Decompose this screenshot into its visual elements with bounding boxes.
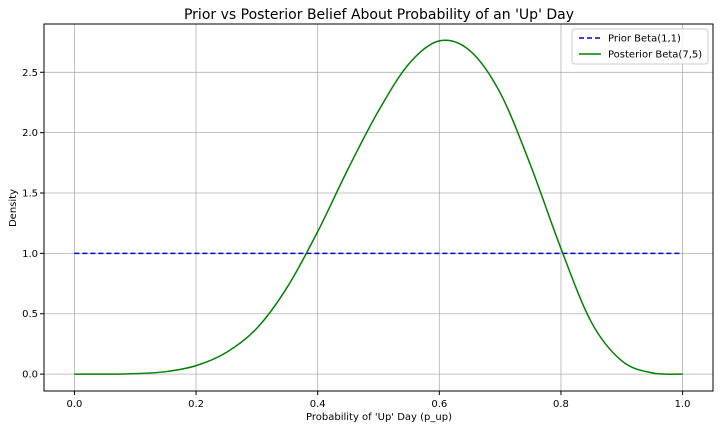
chart-title: Prior vs Posterior Belief About Probabil…: [184, 7, 574, 23]
legend: Prior Beta(1,1) Posterior Beta(7,5): [571, 28, 709, 65]
y-tick-label: 0.0: [22, 370, 38, 381]
legend-label: Posterior Beta(7,5): [608, 50, 702, 61]
x-tick-label: 0.8: [553, 399, 569, 410]
x-axis-label: Probability of 'Up' Day (p_up): [306, 412, 452, 423]
y-tick-label: 1.0: [22, 249, 38, 260]
y-axis-ticks: 0.0 0.5 1.0 1.5 2.0 2.5: [22, 68, 44, 381]
y-tick-label: 2.5: [22, 68, 38, 79]
grid: [44, 24, 713, 391]
x-tick-label: 0.6: [431, 399, 447, 410]
x-tick-label: 1.0: [675, 399, 691, 410]
x-tick-label: 0.2: [188, 399, 204, 410]
y-tick-label: 0.5: [22, 309, 38, 320]
x-tick-label: 0.0: [66, 399, 82, 410]
y-tick-label: 1.5: [22, 189, 38, 200]
y-tick-label: 2.0: [22, 128, 38, 139]
plot-frame: [43, 23, 714, 392]
x-axis-ticks: 0.0 0.2 0.4 0.6 0.8 1.0: [66, 391, 691, 410]
series-layer: [74, 39, 683, 375]
legend-box: [571, 28, 709, 65]
series-line-1: [74, 39, 683, 375]
x-tick-label: 0.4: [310, 399, 326, 410]
y-axis-label: Density: [8, 189, 19, 227]
legend-label: Prior Beta(1,1): [608, 34, 681, 45]
